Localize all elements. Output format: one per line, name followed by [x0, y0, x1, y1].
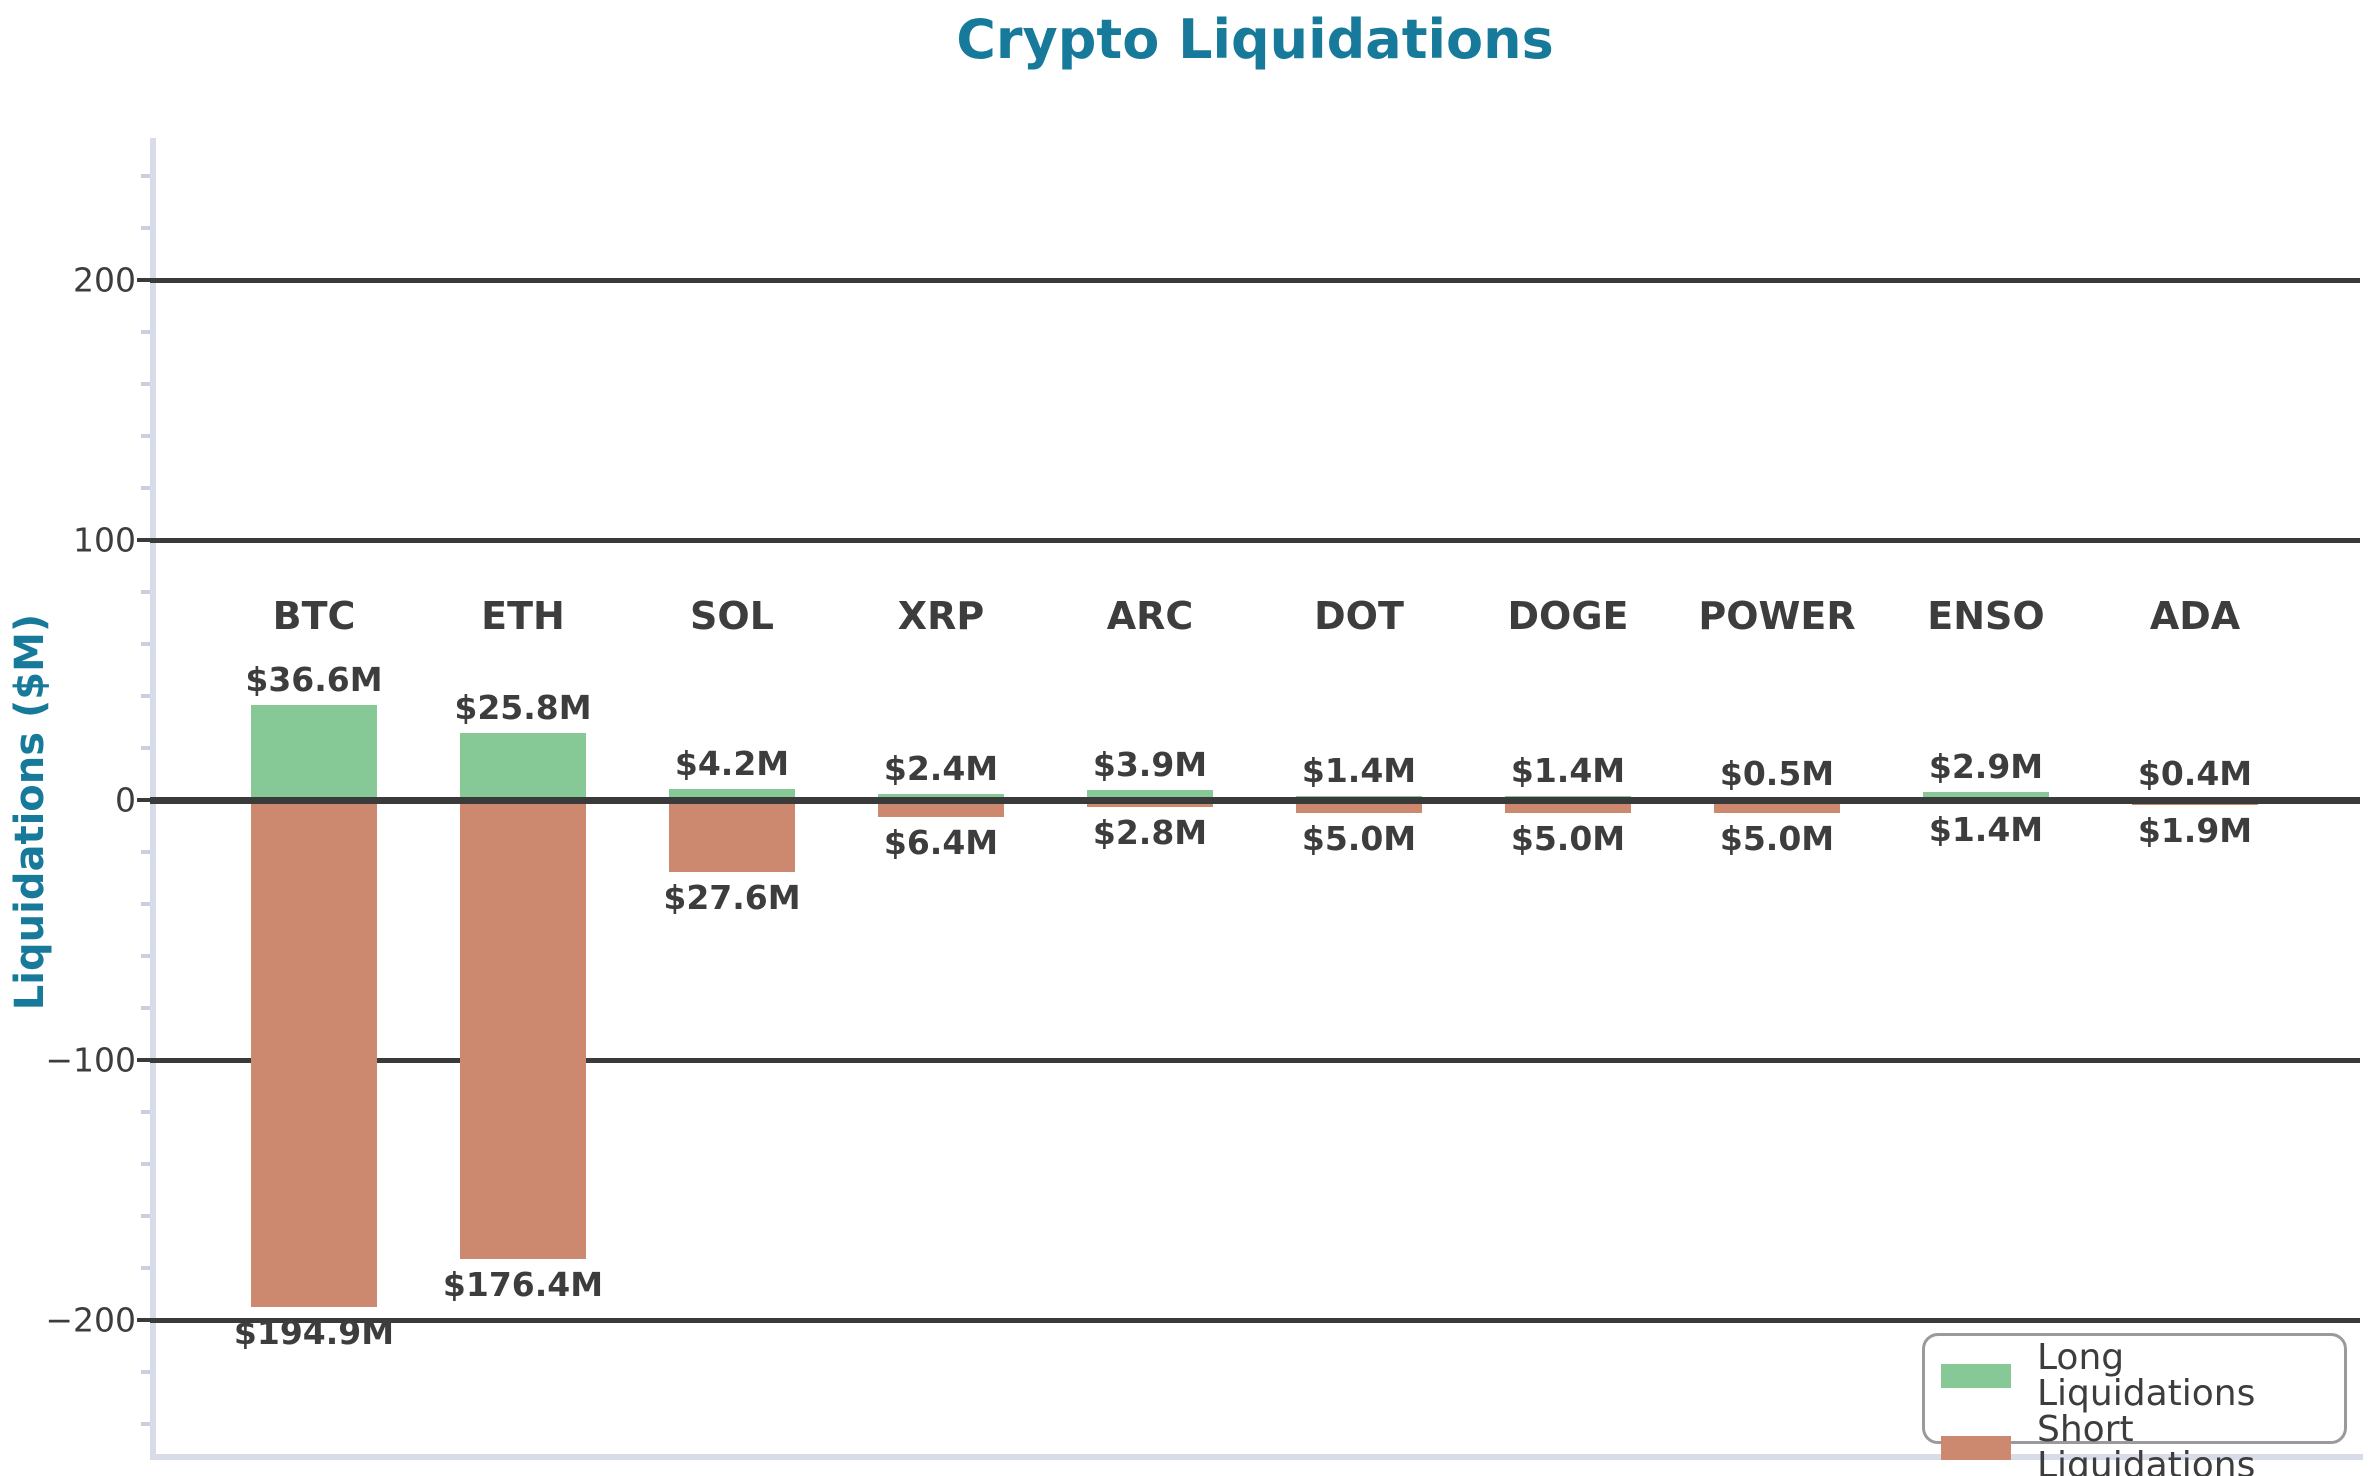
- bar-long-xrp: [878, 793, 1004, 800]
- y-minor-tick--220: [141, 1370, 150, 1374]
- y-minor-tick--160: [141, 1214, 150, 1218]
- legend-swatch-short-icon: [1941, 1436, 2011, 1460]
- legend-label-long: Long Liquidations: [2037, 1337, 2256, 1414]
- y-tick-label-200: 200: [73, 260, 136, 300]
- y-major-tick-100: [137, 538, 150, 542]
- bar-long-btc: [251, 704, 377, 800]
- legend-swatch-long-icon: [1941, 1364, 2011, 1388]
- value-label-long-dot: $1.4M: [1301, 751, 1417, 791]
- y-minor-tick-140: [141, 434, 150, 438]
- gridline-200: [150, 278, 2360, 283]
- zero-axis-line: [150, 797, 2360, 804]
- legend-item-long: Long Liquidations: [1941, 1340, 2328, 1412]
- x-axis-spine: [150, 1454, 2363, 1460]
- y-minor-tick-120: [141, 486, 150, 490]
- category-label-ada: ADA: [2149, 594, 2241, 638]
- y-major-tick--100: [137, 1058, 150, 1062]
- value-label-long-power: $0.5M: [1719, 753, 1835, 793]
- bar-long-eth: [460, 732, 586, 800]
- value-label-short-doge: $5.0M: [1510, 819, 1626, 858]
- value-label-long-xrp: $2.4M: [883, 748, 999, 788]
- y-minor-tick--80: [141, 1006, 150, 1010]
- bar-long-sol: [669, 789, 795, 800]
- y-tick-label-100: 100: [73, 520, 136, 560]
- bar-short-eth: [460, 800, 586, 1259]
- category-label-eth: ETH: [481, 594, 565, 638]
- y-minor-tick-80: [141, 590, 150, 594]
- legend-item-short: Short Liquidations: [1941, 1412, 2328, 1476]
- y-major-tick-0: [137, 798, 150, 802]
- value-label-short-sol: $27.6M: [663, 877, 801, 917]
- category-label-dot: DOT: [1314, 594, 1404, 638]
- gridline--100: [150, 1058, 2360, 1063]
- y-tick-label--100: −100: [45, 1040, 136, 1080]
- legend-label-short: Short Liquidations: [2037, 1409, 2256, 1476]
- y-major-tick-200: [137, 278, 150, 282]
- y-minor-tick--20: [141, 850, 150, 854]
- value-label-long-btc: $36.6M: [245, 659, 383, 699]
- plot-area: BTC $36.6M $194.9M ETH $25.8M $176.4M SOL $4.2M…: [150, 138, 2360, 1460]
- y-tick-label--200: −200: [45, 1300, 136, 1340]
- y-minor-tick-220: [141, 226, 150, 230]
- bar-long-enso: [1923, 792, 2049, 800]
- y-minor-tick-40: [141, 694, 150, 698]
- value-label-short-arc: $2.8M: [1092, 813, 1208, 853]
- y-minor-tick-160: [141, 382, 150, 386]
- y-minor-tick--240: [141, 1422, 150, 1426]
- value-label-short-btc: $194.9M: [233, 1312, 395, 1352]
- value-label-long-ada: $0.4M: [2137, 753, 2253, 793]
- gridline--200: [150, 1318, 2360, 1323]
- y-minor-tick--180: [141, 1266, 150, 1270]
- y-minor-tick--120: [141, 1110, 150, 1114]
- y-minor-tick--40: [141, 902, 150, 906]
- value-label-short-power: $5.0M: [1719, 819, 1835, 858]
- category-label-sol: SOL: [690, 594, 774, 638]
- value-label-short-eth: $176.4M: [442, 1264, 604, 1304]
- value-label-long-eth: $25.8M: [454, 687, 592, 727]
- value-label-long-doge: $1.4M: [1510, 751, 1626, 791]
- category-label-arc: ARC: [1106, 594, 1194, 638]
- bar-short-sol: [669, 800, 795, 872]
- value-label-short-enso: $1.4M: [1928, 809, 2044, 849]
- legend: Long Liquidations Short Liquidations: [1922, 1333, 2347, 1476]
- bar-short-xrp: [878, 800, 1004, 817]
- value-label-long-enso: $2.9M: [1928, 747, 2044, 787]
- category-label-btc: BTC: [272, 594, 356, 638]
- gridline-100: [150, 538, 2360, 543]
- value-label-short-xrp: $6.4M: [883, 822, 999, 862]
- value-label-long-arc: $3.9M: [1092, 744, 1208, 784]
- y-minor-tick-20: [141, 746, 150, 750]
- category-label-enso: ENSO: [1927, 594, 2045, 638]
- bar-long-arc: [1087, 789, 1213, 800]
- category-label-doge: DOGE: [1507, 594, 1629, 638]
- y-minor-tick-180: [141, 330, 150, 334]
- category-label-power: POWER: [1698, 594, 1856, 638]
- chart-title: Crypto Liquidations: [956, 8, 1554, 71]
- value-label-short-dot: $5.0M: [1301, 819, 1417, 858]
- value-label-long-sol: $4.2M: [674, 744, 790, 784]
- bar-short-btc: [251, 800, 377, 1307]
- y-minor-tick--140: [141, 1162, 150, 1166]
- y-minor-tick-60: [141, 642, 150, 646]
- y-major-tick--200: [137, 1318, 150, 1322]
- value-label-short-ada: $1.9M: [2137, 810, 2253, 850]
- y-tick-label-0: 0: [115, 780, 136, 820]
- category-label-xrp: XRP: [897, 594, 985, 638]
- y-minor-tick--60: [141, 954, 150, 958]
- y-minor-tick-240: [141, 174, 150, 178]
